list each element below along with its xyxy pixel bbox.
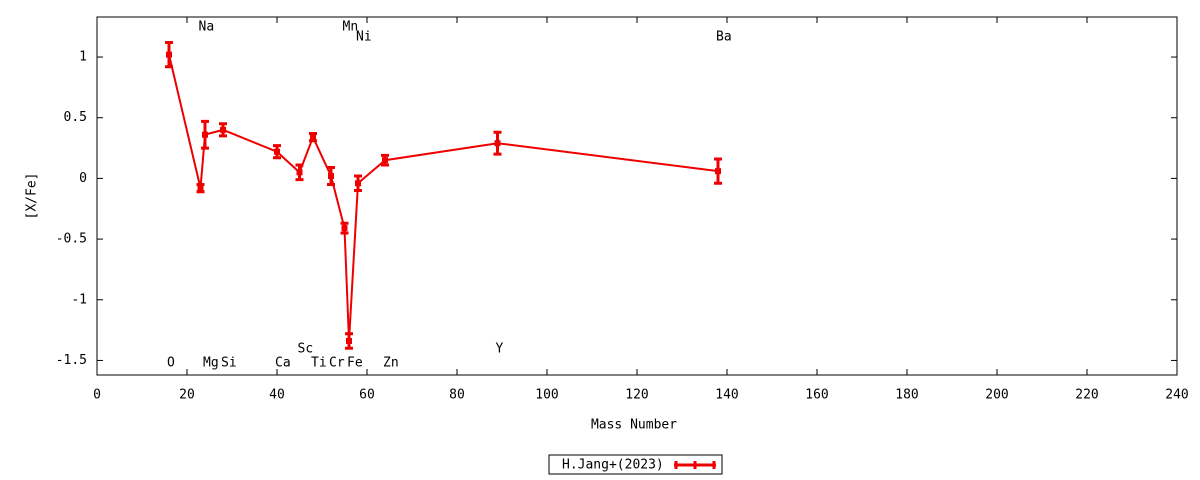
x-tick-label: 180: [895, 388, 918, 403]
series-line: [168, 54, 719, 342]
element-label: Mn: [343, 20, 359, 35]
x-tick-label: 160: [805, 388, 828, 403]
y-tick-label: -1: [71, 292, 87, 307]
element-label: Zn: [383, 356, 399, 371]
point: [346, 338, 352, 345]
point: [202, 131, 208, 138]
x-tick-label: 120: [625, 388, 648, 403]
y-tick-label: 0: [79, 171, 87, 186]
element-label: O: [167, 356, 175, 371]
x-axis-label: Mass Number: [591, 418, 677, 433]
x-tick-label: 40: [269, 388, 285, 403]
y-axis-label: [X/Fe]: [25, 173, 40, 220]
element-label: Ca: [275, 356, 291, 371]
point: [494, 140, 501, 147]
point: [220, 126, 226, 133]
element-label: Fe: [347, 356, 363, 371]
element-label: Cr: [329, 356, 345, 371]
x-tick-label: 140: [715, 388, 738, 403]
point: [274, 148, 280, 155]
point: [382, 157, 388, 164]
x-tick-label: 200: [985, 388, 1008, 403]
x-tick-label: 240: [1165, 388, 1188, 403]
legend-box: [548, 454, 723, 475]
x-tick-label: 100: [535, 388, 558, 403]
point: [197, 185, 204, 192]
element-label: Ni: [356, 30, 372, 45]
plot-frame: [96, 16, 1178, 376]
x-tick-label: 80: [449, 388, 465, 403]
point: [166, 51, 172, 58]
point: [341, 225, 348, 232]
y-tick-label: 1: [79, 50, 87, 65]
x-tick-label: 60: [359, 388, 375, 403]
element-label: Na: [199, 20, 215, 35]
point: [296, 169, 303, 176]
element-label: Sc: [298, 342, 314, 357]
x-tick-label: 0: [93, 388, 101, 403]
element-label: Si: [221, 356, 237, 371]
point: [715, 168, 721, 175]
element-label: Ba: [716, 30, 732, 45]
point: [355, 180, 361, 187]
point: [310, 134, 316, 141]
legend-swatch: [674, 461, 716, 469]
x-tick-label: 20: [179, 388, 195, 403]
y-tick-label: -0.5: [56, 232, 87, 247]
y-tick-label: -1.5: [56, 353, 87, 368]
element-label: Mg: [203, 356, 219, 371]
y-tick-label: 0.5: [64, 110, 87, 125]
element-label: Y: [496, 342, 504, 357]
legend-label: H.Jang+(2023): [562, 458, 664, 473]
point: [328, 172, 334, 179]
x-tick-label: 220: [1075, 388, 1098, 403]
element-label: Ti: [311, 356, 327, 371]
